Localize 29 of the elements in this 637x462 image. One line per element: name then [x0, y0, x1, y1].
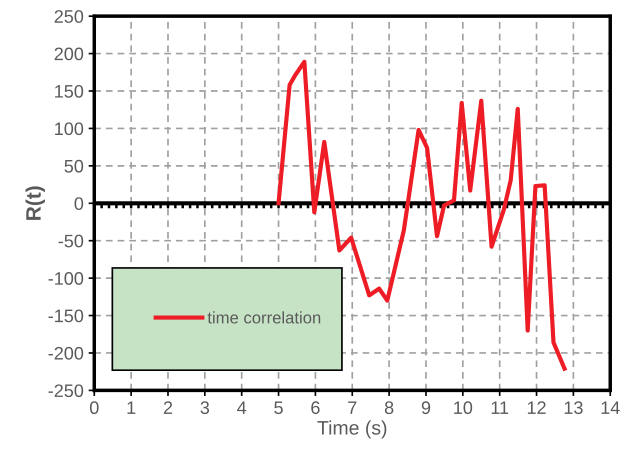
y-tick-label: -100	[48, 272, 84, 285]
y-tick-label: 100	[55, 122, 84, 136]
y-tick-label: 250	[54, 10, 84, 23]
x-axis-title: Time (s)	[317, 420, 386, 439]
y-tick-label: -200	[48, 346, 84, 360]
y-tick-label: 0	[74, 197, 84, 210]
x-tick-label: 2	[164, 401, 172, 414]
y-tick-label: 200	[54, 48, 84, 60]
x-tick-label: 9	[422, 401, 430, 414]
x-tick-label: 1	[127, 401, 136, 414]
x-tick-label: 8	[384, 401, 394, 414]
x-tick-label: 7	[348, 401, 356, 414]
y-axis-title: R(t)	[26, 186, 45, 220]
y-tick-label: -250	[48, 384, 84, 398]
y-tick-label: 150	[55, 84, 84, 98]
y-tick-label: 50	[64, 160, 84, 173]
x-tick-label: 6	[311, 401, 320, 414]
x-tick-label: 3	[200, 401, 210, 414]
x-tick-label: 10	[454, 401, 472, 414]
x-tick-label: 13	[564, 401, 583, 414]
x-tick-label: 11	[492, 401, 508, 414]
x-tick-label: 0	[90, 401, 99, 414]
x-tick-label: 14	[602, 401, 620, 414]
y-tick-label: -50	[58, 234, 84, 248]
legend-label: time correlation	[208, 311, 320, 324]
x-tick-label: 4	[237, 401, 246, 414]
x-tick-label: 12	[528, 401, 546, 414]
x-tick-label: 5	[274, 401, 283, 414]
y-tick-label: -150	[48, 309, 84, 322]
